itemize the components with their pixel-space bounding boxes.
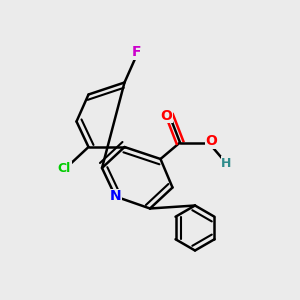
Text: O: O — [160, 109, 172, 122]
Text: F: F — [132, 46, 141, 59]
Text: Cl: Cl — [58, 161, 71, 175]
Text: N: N — [110, 190, 121, 203]
Text: O: O — [206, 134, 218, 148]
Text: H: H — [221, 157, 232, 170]
